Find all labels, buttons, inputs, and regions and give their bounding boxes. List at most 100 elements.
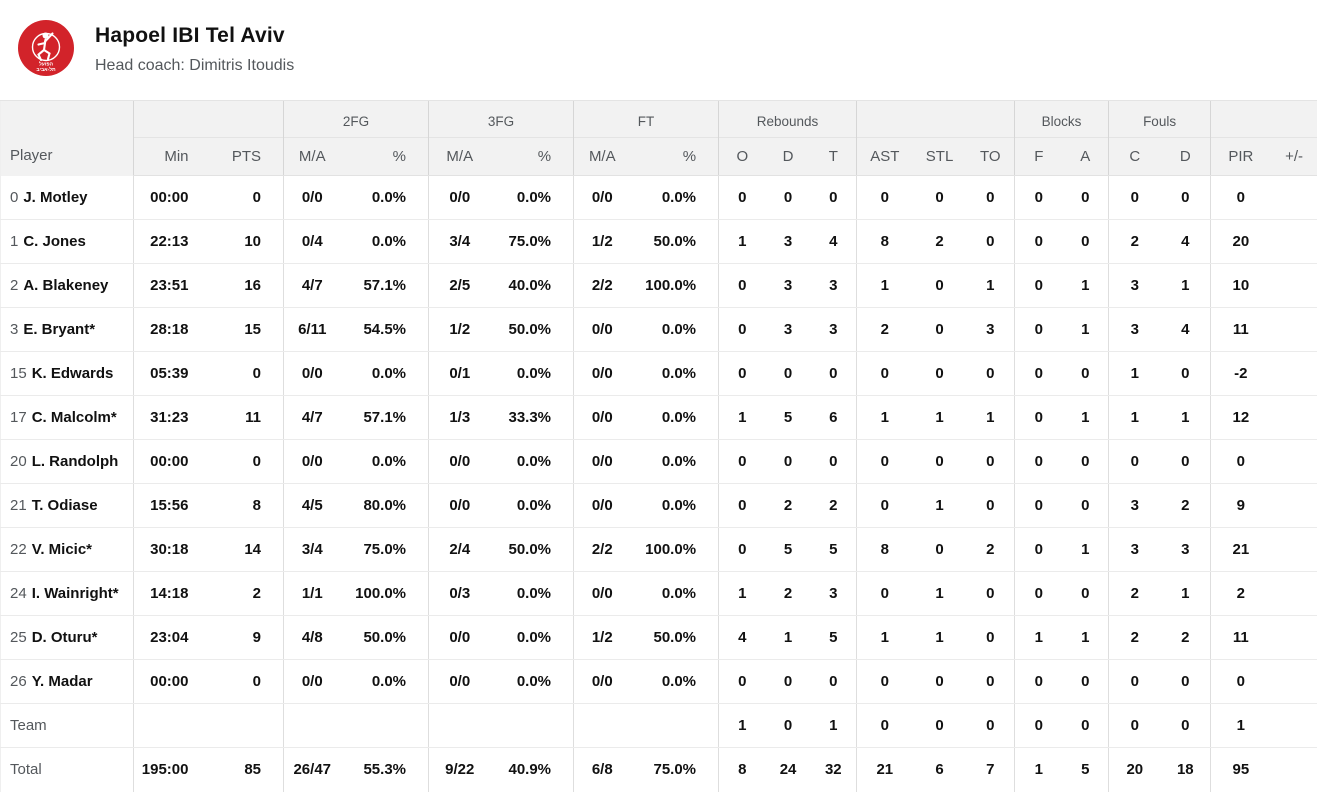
col-min: Min — [134, 138, 211, 176]
stat-blk-a: 1 — [1063, 308, 1109, 352]
stat-2fg-ma: 6/11 — [284, 308, 341, 352]
stat-blk-f: 0 — [1015, 528, 1063, 572]
stat-to: 0 — [967, 572, 1015, 616]
stat-ast: 0 — [857, 660, 913, 704]
stat-ft-ma: 0/0 — [574, 660, 631, 704]
stat-ft-ma: 2/2 — [574, 528, 631, 572]
stat-blk-a: 0 — [1063, 440, 1109, 484]
stat-to: 0 — [967, 440, 1015, 484]
stat-ft-pct: 50.0% — [631, 616, 719, 660]
stat-3fg-pct: 0.0% — [491, 660, 574, 704]
stat-reb-o: 1 — [719, 572, 766, 616]
stat-reb-o: 1 — [719, 704, 766, 748]
stat-blk-f: 0 — [1015, 352, 1063, 396]
player-name: V. Micic* — [32, 541, 92, 558]
stat-foul-d: 2 — [1161, 484, 1211, 528]
stat-reb-o: 0 — [719, 484, 766, 528]
stat-blk-a: 0 — [1063, 572, 1109, 616]
stat-ast: 1 — [857, 396, 913, 440]
stat-pts — [211, 704, 284, 748]
col-stl: STL — [913, 138, 967, 176]
col-ft-ma: M/A — [574, 138, 631, 176]
stat-foul-c: 3 — [1109, 528, 1161, 572]
stat-reb-o: 0 — [719, 352, 766, 396]
stat-2fg-ma: 3/4 — [284, 528, 341, 572]
stat-pir: 10 — [1211, 264, 1271, 308]
col-reb-d: D — [766, 138, 811, 176]
stat-reb-d: 3 — [766, 220, 811, 264]
stat-pir: 0 — [1211, 440, 1271, 484]
player-name: A. Blakeney — [23, 277, 108, 294]
stat-reb-o: 4 — [719, 616, 766, 660]
stat-stl: 1 — [913, 616, 967, 660]
stat-min — [134, 704, 211, 748]
stat-plus-minus — [1271, 176, 1317, 220]
stat-foul-d: 1 — [1161, 264, 1211, 308]
stat-stl: 0 — [913, 704, 967, 748]
player-cell: Total — [1, 748, 134, 792]
stat-min: 28:18 — [134, 308, 211, 352]
stat-blk-a: 5 — [1063, 748, 1109, 792]
group-pir-plusminus — [1211, 101, 1317, 138]
stat-pts: 2 — [211, 572, 284, 616]
stat-blk-f: 0 — [1015, 396, 1063, 440]
stat-reb-t: 0 — [811, 176, 857, 220]
stat-foul-d: 0 — [1161, 660, 1211, 704]
stat-ft-pct: 0.0% — [631, 660, 719, 704]
stat-stl: 0 — [913, 308, 967, 352]
group-ast-stl-to — [857, 101, 1015, 138]
stat-2fg-pct: 0.0% — [341, 352, 429, 396]
stat-3fg-pct: 0.0% — [491, 176, 574, 220]
col-reb-o: O — [719, 138, 766, 176]
stat-3fg-pct: 40.0% — [491, 264, 574, 308]
player-name: I. Wainright* — [32, 585, 119, 602]
stat-3fg-ma: 0/0 — [429, 440, 491, 484]
stat-3fg-pct: 75.0% — [491, 220, 574, 264]
stat-reb-o: 0 — [719, 308, 766, 352]
stat-reb-o: 1 — [719, 396, 766, 440]
player-number: 17 — [10, 409, 27, 426]
stat-stl: 6 — [913, 748, 967, 792]
stat-foul-d: 0 — [1161, 352, 1211, 396]
player-name: K. Edwards — [32, 365, 114, 382]
stat-pir: 9 — [1211, 484, 1271, 528]
stat-pts: 8 — [211, 484, 284, 528]
stat-to: 0 — [967, 176, 1015, 220]
stat-reb-t: 3 — [811, 264, 857, 308]
stat-foul-c: 2 — [1109, 220, 1161, 264]
stat-foul-d: 0 — [1161, 704, 1211, 748]
col-blk-a: A — [1063, 138, 1109, 176]
stat-blk-f: 0 — [1015, 572, 1063, 616]
group-header-row: Player 2FG 3FG FT Rebounds Blocks Fouls — [1, 101, 1317, 138]
col-pir: PIR — [1211, 138, 1271, 176]
stat-foul-c: 3 — [1109, 308, 1161, 352]
stat-blk-a: 0 — [1063, 176, 1109, 220]
stat-pts: 9 — [211, 616, 284, 660]
stat-2fg-pct: 0.0% — [341, 660, 429, 704]
stat-plus-minus — [1271, 440, 1317, 484]
stat-reb-t: 4 — [811, 220, 857, 264]
stat-ft-pct: 75.0% — [631, 748, 719, 792]
stat-foul-d: 3 — [1161, 528, 1211, 572]
stat-min: 14:18 — [134, 572, 211, 616]
stat-reb-t: 5 — [811, 528, 857, 572]
stat-2fg-pct: 55.3% — [341, 748, 429, 792]
stat-3fg-pct: 33.3% — [491, 396, 574, 440]
stat-ast: 1 — [857, 264, 913, 308]
stat-reb-d: 2 — [766, 484, 811, 528]
stat-stl: 1 — [913, 572, 967, 616]
stat-reb-t: 0 — [811, 660, 857, 704]
stat-plus-minus — [1271, 572, 1317, 616]
stat-foul-c: 0 — [1109, 660, 1161, 704]
stat-min: 00:00 — [134, 440, 211, 484]
stat-pir: 95 — [1211, 748, 1271, 792]
stat-3fg-ma: 2/4 — [429, 528, 491, 572]
team-logo-text-bottom: תל-אביב — [36, 66, 56, 73]
